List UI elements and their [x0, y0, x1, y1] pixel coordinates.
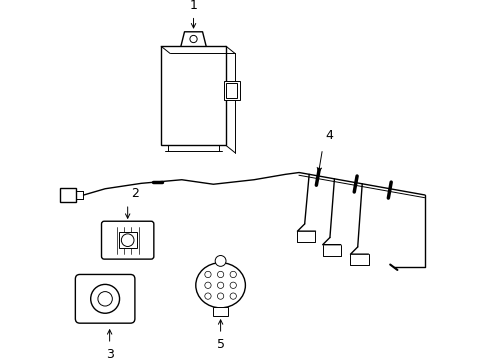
Bar [60, 188, 76, 202]
Text: 1: 1 [189, 0, 197, 12]
FancyBboxPatch shape [75, 274, 135, 323]
Ellipse shape [195, 263, 245, 308]
Text: 4: 4 [324, 129, 332, 141]
Circle shape [217, 282, 224, 288]
Text: 2: 2 [131, 188, 139, 201]
Text: 3: 3 [105, 347, 113, 360]
Circle shape [215, 256, 225, 266]
Circle shape [204, 271, 211, 278]
FancyBboxPatch shape [102, 221, 154, 259]
Bar [213, 307, 227, 316]
Circle shape [229, 271, 236, 278]
Bar [161, 46, 225, 145]
Circle shape [217, 293, 224, 299]
Bar [119, 232, 137, 248]
Circle shape [90, 284, 119, 313]
Circle shape [204, 293, 211, 299]
Circle shape [229, 282, 236, 288]
Circle shape [189, 35, 197, 42]
Circle shape [217, 271, 224, 278]
Text: 5: 5 [216, 338, 224, 351]
Circle shape [98, 292, 112, 306]
Circle shape [204, 282, 211, 288]
Bar [224, 81, 240, 100]
Circle shape [229, 293, 236, 299]
Bar [225, 83, 236, 98]
Circle shape [121, 234, 134, 247]
